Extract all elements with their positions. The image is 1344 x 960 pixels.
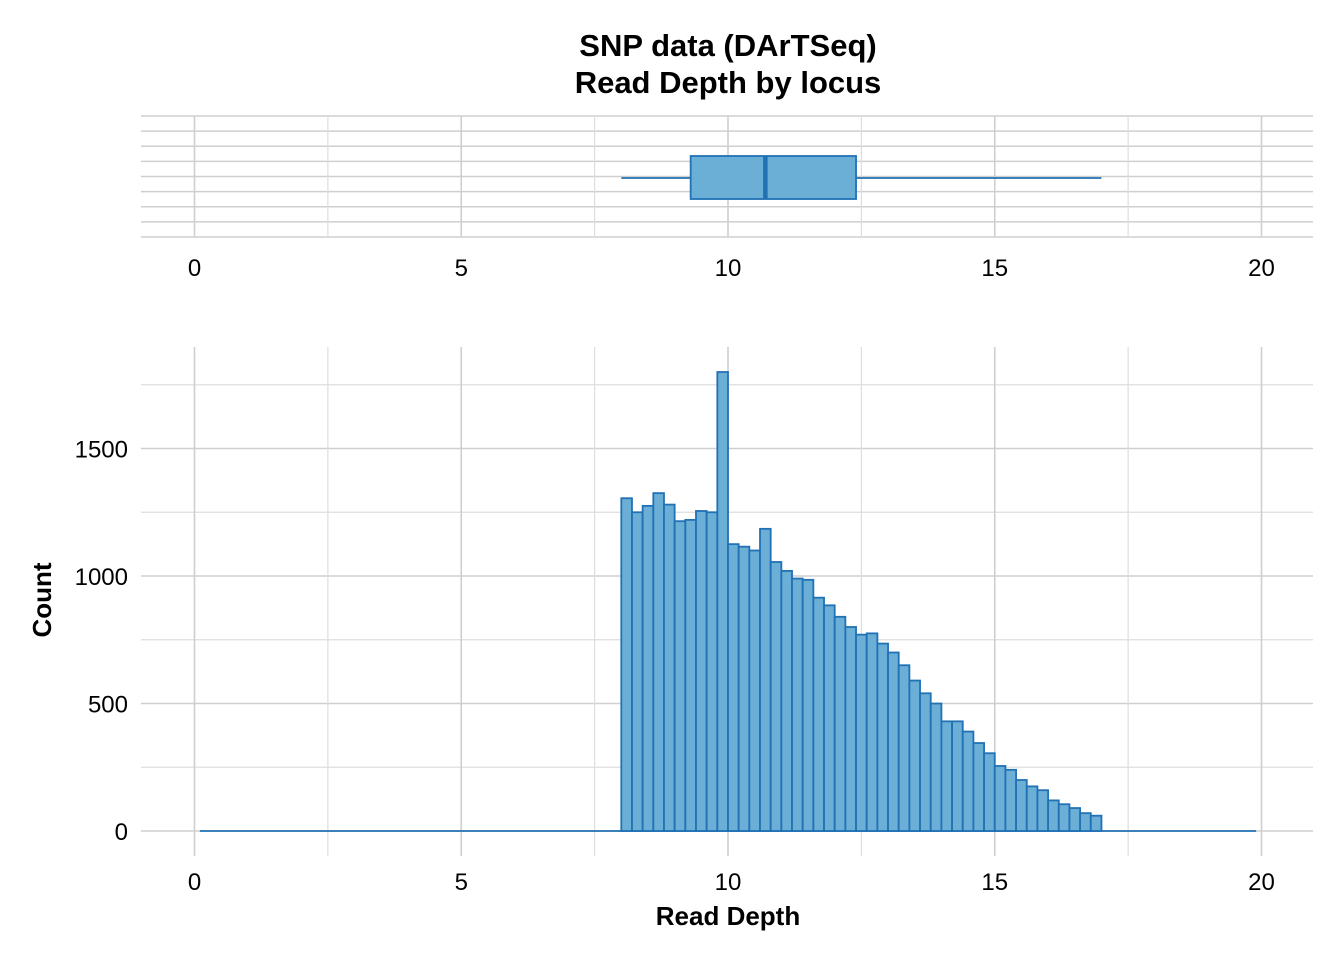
histogram-bar (791, 577, 804, 832)
histogram-bar (887, 651, 900, 832)
histogram-y-tick-label: 0 (115, 819, 128, 846)
histogram-bar (951, 720, 964, 832)
histogram-bar (716, 371, 729, 832)
histogram-bar (983, 752, 996, 832)
boxplot-x-tick-label: 15 (981, 255, 1008, 282)
histogram-bar (1004, 768, 1017, 832)
histogram-bar (844, 626, 857, 832)
histogram-bar (1079, 812, 1092, 832)
histogram-x-tick-label: 0 (188, 869, 201, 896)
histogram-bar (759, 527, 772, 832)
y-axis-title: Count (27, 562, 57, 637)
histogram-x-tick-label: 20 (1248, 869, 1275, 896)
histogram-bar (663, 503, 676, 832)
histogram-bar (641, 504, 655, 832)
boxplot-box (689, 155, 857, 200)
histogram-bar (865, 632, 879, 832)
boxplot-panel: 0 5 10 15 20 (141, 115, 1313, 282)
histogram-bar (940, 720, 953, 832)
histogram-bar (801, 578, 815, 832)
histogram-bar (812, 596, 825, 832)
histogram-bar (876, 642, 889, 832)
x-axis-title: Read Depth (656, 901, 800, 931)
boxplot-x-tick-label: 10 (715, 255, 742, 282)
histogram-bar (737, 545, 751, 832)
histogram-bar (1057, 803, 1071, 832)
histogram-bar (993, 765, 1007, 832)
boxplot-x-tick-label: 0 (188, 255, 201, 282)
histogram-bar (972, 742, 985, 832)
histogram-bar (1036, 789, 1050, 832)
histogram-bar (673, 520, 687, 832)
histogram-bar (1068, 807, 1082, 832)
histogram-bar (823, 604, 836, 832)
histogram-y-tick-label: 1500 (75, 437, 128, 464)
histogram-bar (652, 492, 665, 832)
histogram-panel: 0 500 1000 1500 0 5 10 15 20 (75, 347, 1313, 896)
histogram-x-tick-label: 10 (715, 869, 742, 896)
histogram-bar (769, 561, 783, 832)
histogram-bar (705, 511, 719, 832)
histogram-bar (1047, 799, 1060, 832)
histogram-y-tick-label: 500 (88, 692, 128, 719)
histogram-bar (620, 497, 633, 832)
chart-title-line2: Read Depth by locus (575, 65, 882, 100)
histogram-bar (855, 633, 868, 832)
histogram-bar (1089, 814, 1103, 832)
histogram-bar (897, 664, 911, 832)
histogram-bar (1025, 785, 1039, 832)
histogram-y-tick-label: 1000 (75, 564, 128, 591)
histogram-bar (727, 543, 740, 832)
histogram-bar (748, 549, 761, 832)
histogram-bar (919, 692, 932, 832)
histogram-bar (929, 702, 943, 832)
boxplot-x-tick-label: 20 (1248, 255, 1275, 282)
histogram-bar (780, 570, 793, 832)
histogram-bar (961, 730, 975, 832)
histogram-x-tick-label: 5 (455, 869, 468, 896)
chart-title-line1: SNP data (DArTSeq) (579, 28, 876, 63)
histogram-bar (908, 679, 921, 832)
histogram-bar (1015, 779, 1028, 832)
histogram-bar (631, 511, 644, 832)
histogram-x-tick-label: 15 (981, 869, 1008, 896)
histogram-bar (695, 510, 708, 832)
histogram-bar (833, 615, 847, 832)
histogram-bar (684, 519, 697, 832)
boxplot-x-tick-label: 5 (455, 255, 468, 282)
